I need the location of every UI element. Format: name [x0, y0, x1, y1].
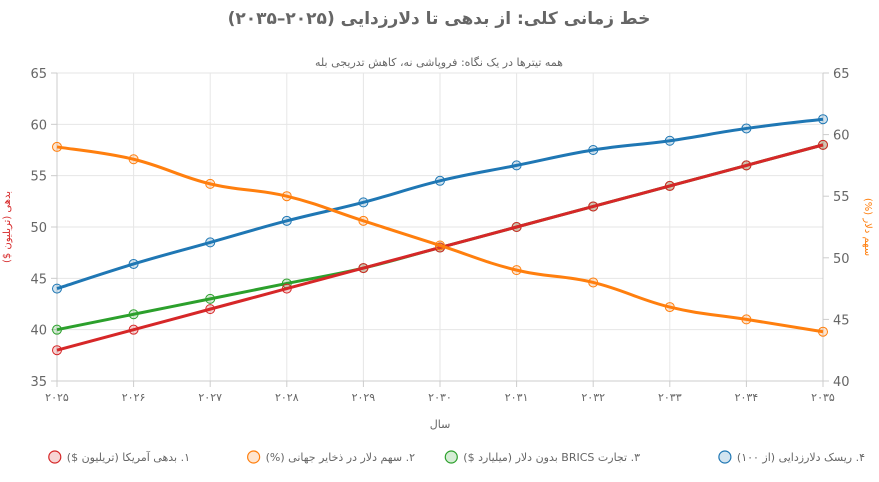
y-right-tick-label: 50	[833, 252, 850, 267]
legend-label: ۱. بدهی آمریکا (تریلیون $)	[67, 450, 190, 464]
legend-item-3: ۳. تجارت BRICS بدون دلار (میلیارد $)	[444, 450, 640, 464]
y-left-tick-label: 60	[30, 118, 47, 133]
data-point	[664, 180, 675, 191]
y-left-tick-label: 45	[30, 272, 47, 287]
legend-marker	[718, 450, 732, 464]
legend-item-4: ۴. ریسک دلارزدایی (از ۱۰۰)	[718, 450, 865, 464]
legend-marker	[48, 450, 62, 464]
data-point	[52, 324, 62, 335]
series-line	[56, 117, 824, 291]
y-left-tick-label: 65	[30, 67, 47, 82]
legend-label: ۲. سهم دلار در ذخایر جهانی (%)	[266, 451, 415, 464]
data-point	[511, 160, 522, 171]
data-point	[511, 265, 522, 276]
series-line	[56, 145, 824, 334]
x-tick-label: ۲۰۳۱	[505, 391, 529, 404]
y-right-tick-label: 60	[833, 129, 850, 144]
data-point	[435, 240, 445, 251]
data-point	[205, 237, 216, 248]
data-point	[128, 258, 139, 269]
y-right-tick-label: 65	[833, 67, 850, 82]
data-point	[741, 160, 752, 171]
y-axis-right-label: سهم دلار (%)	[862, 198, 873, 256]
data-point	[664, 135, 675, 146]
x-tick-label: ۲۰۲۶	[122, 391, 146, 404]
x-tick-label: ۲۰۳۲	[581, 391, 605, 404]
y-right-tick-label: 40	[833, 375, 850, 390]
y-left-tick-label: 35	[30, 375, 47, 390]
x-tick-label: ۲۰۳۳	[658, 391, 682, 404]
y-left-tick-label: 50	[30, 221, 47, 236]
data-point	[818, 326, 828, 337]
chart-subtitle: همه تیترها در یک نگاه: فروپاشی نه، کاهش …	[315, 56, 563, 69]
x-tick-label: ۲۰۳۴	[735, 391, 759, 404]
data-point	[588, 201, 599, 212]
legend-marker	[444, 450, 458, 464]
chart-title: خط زمانی کلی: از بدهی تا دلارزدایی (۲۰۲۵…	[228, 9, 651, 29]
legend-label: ۴. ریسک دلارزدایی (از ۱۰۰)	[737, 451, 865, 464]
legend-item-2: ۲. سهم دلار در ذخایر جهانی (%)	[247, 450, 415, 464]
x-tick-label: ۲۰۲۸	[275, 391, 299, 404]
data-point	[205, 178, 216, 189]
data-point	[818, 139, 828, 150]
legend-item-1: ۱. بدهی آمریکا (تریلیون $)	[48, 450, 190, 464]
x-tick-label: ۲۰۳۵	[811, 391, 835, 404]
data-point	[511, 222, 522, 232]
x-tick-label: ۲۰۲۵	[45, 391, 69, 404]
y-right-tick-label: 45	[833, 313, 850, 328]
data-point	[588, 145, 599, 155]
data-point	[588, 277, 599, 288]
data-point	[128, 309, 139, 320]
data-point	[128, 324, 139, 335]
data-point	[358, 197, 369, 208]
y-left-tick-label: 55	[30, 170, 47, 185]
x-tick-label: ۲۰۲۷	[198, 391, 222, 404]
legend-label: ۳. تجارت BRICS بدون دلار (میلیارد $)	[463, 451, 640, 464]
y-left-tick-label: 40	[30, 324, 47, 339]
x-axis-label: سال	[430, 418, 451, 431]
data-point	[52, 141, 62, 152]
series-4	[52, 114, 828, 294]
data-point	[281, 215, 292, 226]
y-right-tick-label: 55	[833, 190, 850, 205]
series-line	[56, 143, 824, 352]
data-point	[281, 283, 292, 294]
y-axis-left-label: بدهی (تریلیون $)	[2, 191, 13, 263]
data-point	[818, 114, 828, 125]
data-point	[128, 154, 139, 165]
legend-marker	[247, 450, 261, 464]
x-tick-label: ۲۰۳۰	[428, 391, 452, 404]
x-tick-label: ۲۰۲۹	[352, 391, 376, 404]
data-point	[741, 123, 752, 134]
data-point	[358, 215, 369, 226]
data-point	[435, 175, 445, 186]
data-point	[52, 283, 62, 294]
data-point	[741, 314, 752, 325]
series-2	[52, 141, 828, 337]
data-point	[358, 263, 369, 274]
data-point	[205, 293, 216, 304]
data-point	[52, 345, 62, 356]
series-1	[52, 139, 828, 356]
data-point	[664, 302, 675, 313]
data-point	[281, 191, 292, 202]
data-point	[205, 304, 216, 315]
